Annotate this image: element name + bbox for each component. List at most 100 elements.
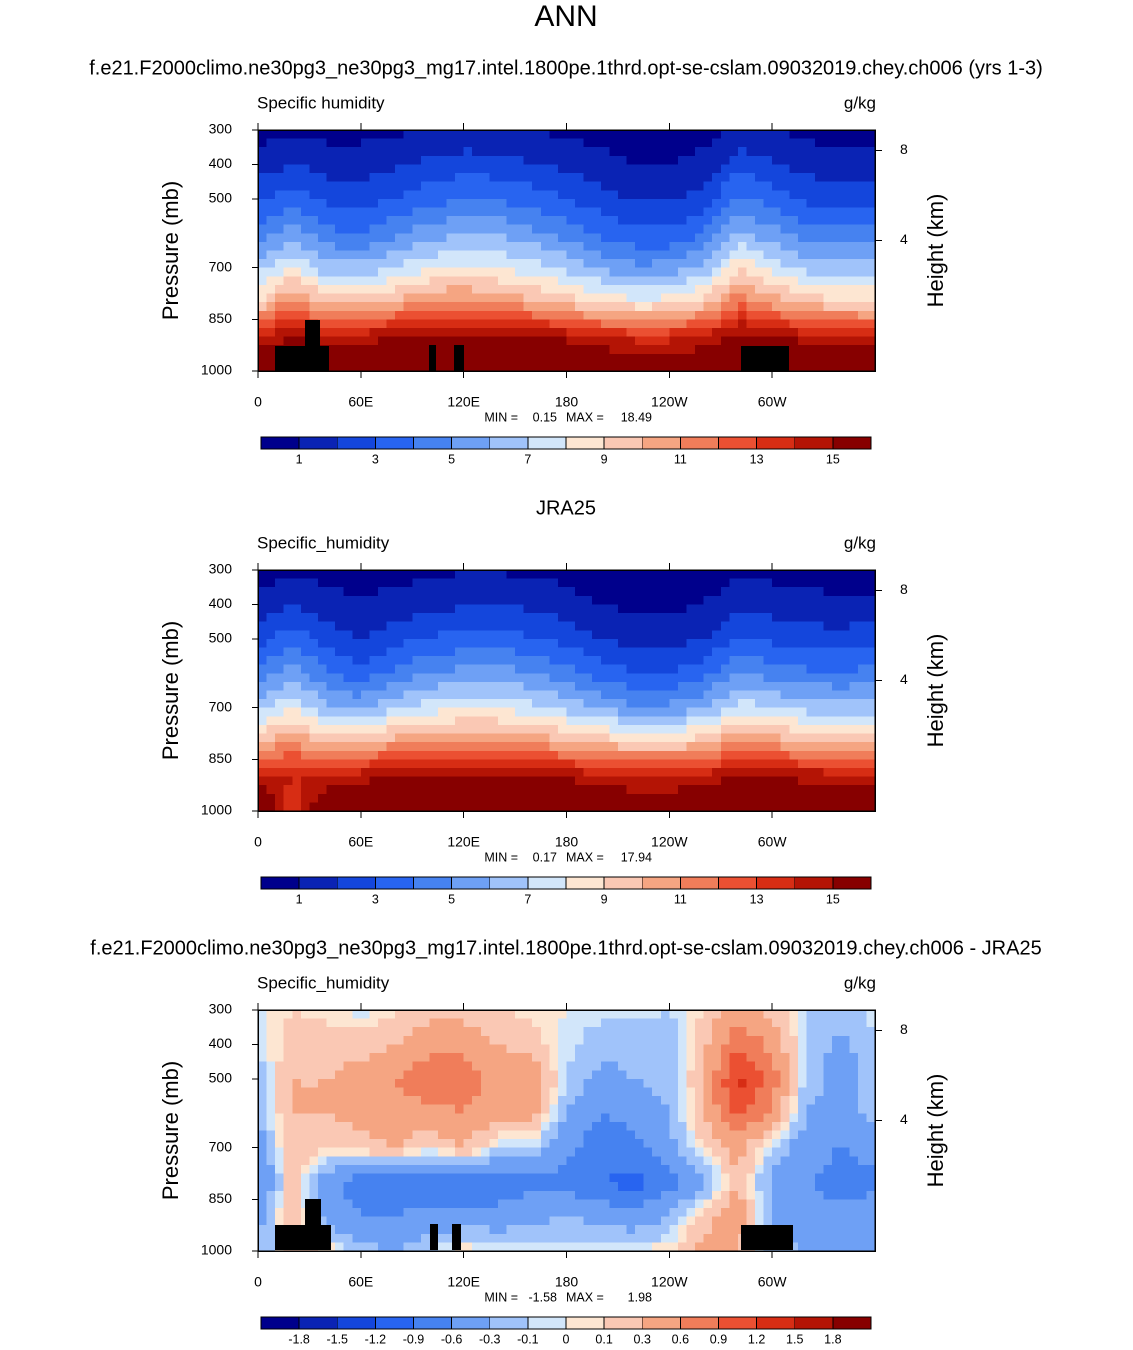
contour-cell <box>369 1139 379 1149</box>
contour-cell <box>755 327 765 338</box>
contour-cell <box>866 310 876 320</box>
contour-cell <box>412 310 422 320</box>
contour-cell <box>489 724 499 735</box>
contour-cell <box>317 216 328 226</box>
contour-cell <box>566 1027 576 1037</box>
contour-cell <box>652 742 662 752</box>
contour-cell <box>352 267 362 277</box>
contour-cell <box>292 681 302 692</box>
contour-cell <box>763 327 773 338</box>
contour-cell <box>686 302 696 312</box>
contour-cell <box>266 570 276 580</box>
contour-cell <box>755 310 765 320</box>
contour-cell <box>343 345 353 355</box>
contour-cell <box>377 310 388 320</box>
contour-cell <box>292 1035 302 1046</box>
contour-cell <box>617 173 628 183</box>
contour-cell <box>626 284 636 295</box>
contour-cell <box>712 336 722 346</box>
contour-cell <box>386 250 396 260</box>
contour-cell <box>489 1061 499 1071</box>
contour-cell <box>352 198 362 209</box>
contour-cell <box>643 681 653 692</box>
contour-cell <box>746 190 756 200</box>
contour-cell <box>626 302 636 312</box>
contour-cell <box>866 319 876 329</box>
contour-cell <box>300 742 311 752</box>
contour-cell <box>395 638 405 649</box>
contour-cell <box>575 130 585 140</box>
contour-cell <box>823 776 833 786</box>
contour-cell <box>866 362 876 372</box>
contour-cell <box>729 250 739 260</box>
contour-cell <box>429 690 439 700</box>
contour-cell <box>343 267 353 277</box>
contour-cell <box>729 638 739 649</box>
contour-cell <box>343 241 353 252</box>
contour-cell <box>463 267 473 277</box>
contour-cell <box>763 681 773 692</box>
contour-cell <box>326 1087 336 1097</box>
contour-cell <box>309 664 319 674</box>
contour-cell <box>686 1061 696 1071</box>
contour-cell <box>746 638 756 649</box>
contour-cell <box>266 621 276 631</box>
contour-cell <box>420 630 430 640</box>
contour-cell <box>677 742 688 752</box>
contour-cell <box>772 707 782 717</box>
contour-cell <box>266 319 276 329</box>
contour-cell <box>643 155 653 166</box>
contour-cell <box>412 578 422 588</box>
contour-cell <box>403 1018 413 1028</box>
contour-cell <box>763 1010 773 1020</box>
contour-cell <box>317 1061 328 1071</box>
contour-cell <box>866 327 876 338</box>
contour-cell <box>797 216 808 226</box>
contour-cell <box>283 224 293 234</box>
contour-cell <box>335 604 345 614</box>
contour-cell <box>669 362 679 372</box>
contour-cell <box>317 776 328 786</box>
contour-cell <box>849 595 859 606</box>
contour-cell <box>369 587 379 597</box>
contour-cell <box>609 673 619 683</box>
contour-cell <box>763 130 773 140</box>
contour-cell <box>857 190 868 200</box>
contour-cell <box>258 1010 268 1020</box>
contour-cell <box>712 1096 722 1106</box>
contour-cell <box>652 578 662 588</box>
contour-cell <box>583 1018 593 1028</box>
contour-cell <box>755 1061 765 1071</box>
contour-cell <box>335 345 345 355</box>
contour-cell <box>480 310 490 320</box>
contour-cell <box>437 699 448 709</box>
contour-cell <box>480 604 490 614</box>
contour-cell <box>386 181 396 191</box>
contour-cell <box>823 164 833 174</box>
contour-cell <box>789 750 799 760</box>
contour-cell <box>677 345 688 355</box>
contour-cell <box>617 604 628 614</box>
contour-cell <box>857 1027 868 1037</box>
contour-cell <box>386 707 396 717</box>
contour-cell <box>429 802 439 812</box>
contour-cell <box>275 587 285 597</box>
contour-cell <box>258 759 268 769</box>
contour-cell <box>275 310 285 320</box>
contour-cell <box>429 267 439 277</box>
contour-cell <box>352 570 362 580</box>
contour-cell <box>643 785 653 795</box>
contour-cell <box>575 336 585 346</box>
contour-cell <box>720 319 730 329</box>
contour-cell <box>420 604 430 614</box>
contour-cell <box>729 1096 739 1106</box>
contour-cell <box>866 570 876 580</box>
contour-cell <box>557 630 568 640</box>
contour-cell <box>540 1027 550 1037</box>
contour-cell <box>660 647 670 657</box>
contour-cell <box>772 587 782 597</box>
contour-cell <box>592 1053 602 1063</box>
contour-cell <box>283 759 293 769</box>
contour-cell <box>763 138 773 148</box>
contour-cell <box>532 241 542 252</box>
